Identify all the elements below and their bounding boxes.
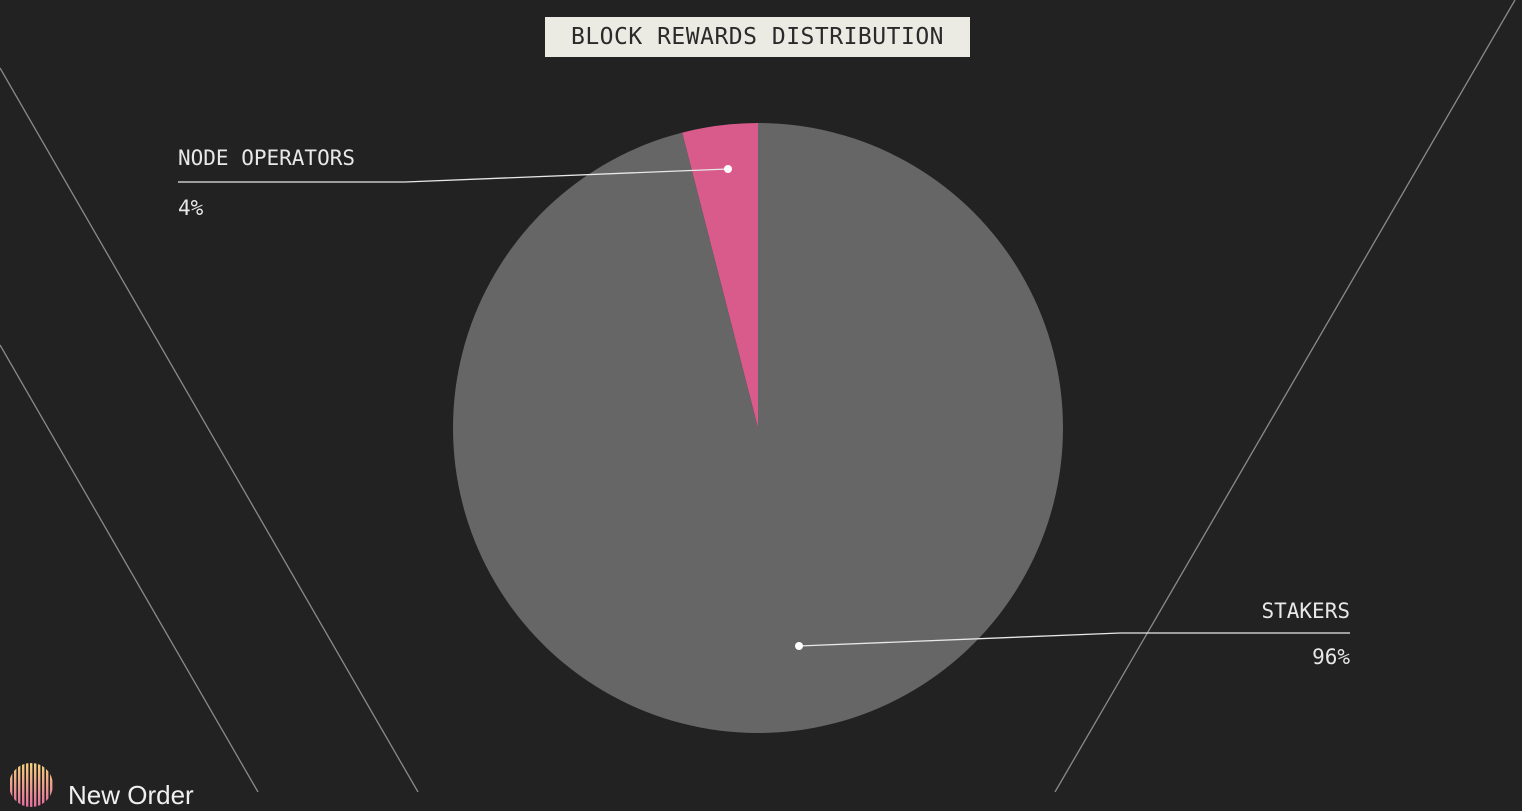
logo-icon: [10, 762, 53, 807]
logo-bar: [18, 762, 21, 807]
decor-line: [0, 67, 419, 792]
leader-dot-stakers: [795, 642, 803, 650]
logo-bar: [38, 762, 41, 807]
logo-bar: [10, 762, 13, 807]
leader-dot-node-operators: [724, 165, 732, 173]
logo-bar: [14, 762, 17, 807]
decor-line: [1054, 0, 1516, 792]
slice-label-stakers: STAKERS: [1261, 599, 1350, 623]
decor-line: [0, 344, 259, 792]
brand-logo: New Order: [8, 758, 194, 811]
logo-bar: [46, 762, 49, 807]
logo-bar: [30, 762, 33, 807]
logo-bar: [22, 762, 25, 807]
chart-title: BLOCK REWARDS DISTRIBUTION: [545, 17, 970, 57]
leader-line-node-operators: [178, 168, 729, 183]
pie-chart: [0, 0, 1516, 792]
brand-name: New Order: [68, 780, 194, 810]
logo-bar: [26, 762, 29, 807]
slice-value-node-operators: 4%: [178, 196, 204, 220]
logo-bar: [34, 762, 37, 807]
slice-value-stakers: 96%: [1312, 645, 1350, 669]
logo-bar: [50, 762, 53, 807]
pie-slice-node-operators: [682, 123, 758, 428]
slice-label-node-operators: NODE OPERATORS: [178, 146, 356, 170]
pie-slice-stakers: [453, 122, 1064, 733]
leader-line-stakers: [798, 632, 1350, 647]
logo-bar: [42, 762, 45, 807]
